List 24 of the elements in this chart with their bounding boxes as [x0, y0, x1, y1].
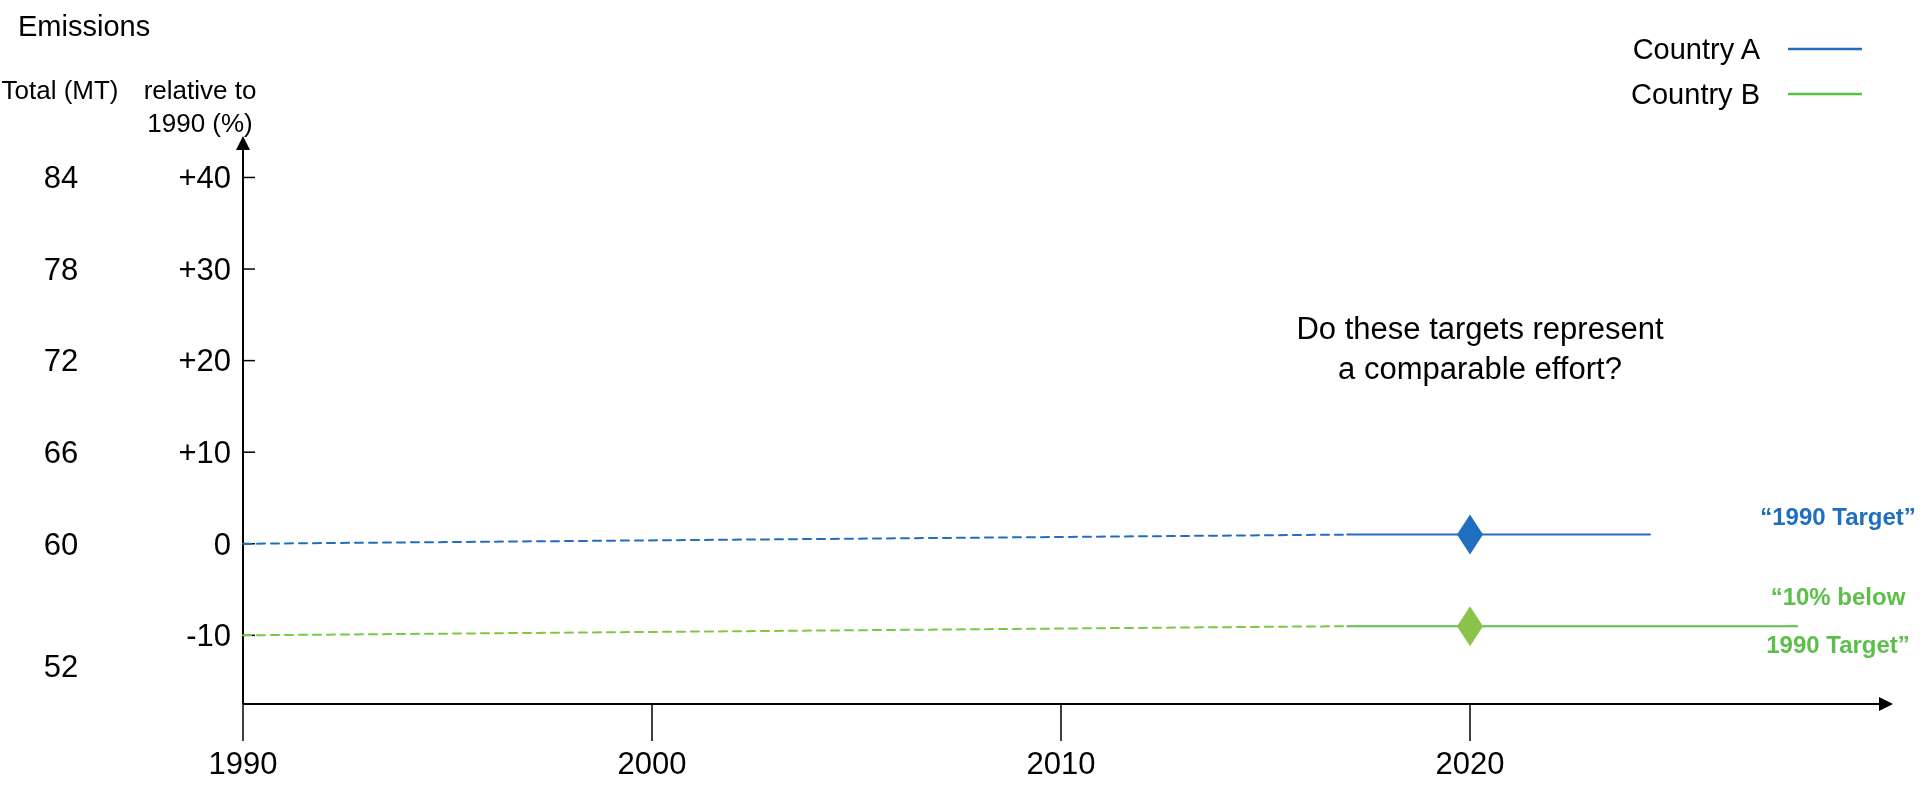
legend-label: Country B — [1631, 78, 1760, 111]
annotation: “10% below 1990 Target” — [1766, 582, 1910, 658]
y-tick-label: 0 — [213, 526, 231, 562]
annotation: “1990 Target” — [1760, 503, 1916, 530]
y2-tick-label: 52 — [43, 648, 79, 684]
y-tick-label: +40 — [178, 160, 231, 196]
y-tick-label: +10 — [178, 435, 231, 471]
chart-title: Emissions — [18, 10, 151, 42]
y2-tick-label: 78 — [43, 251, 79, 287]
y2-tick-label: 66 — [43, 435, 79, 471]
y-tick-label: +30 — [178, 251, 231, 287]
y-tick-label: -10 — [186, 618, 231, 654]
x-tick-label: 2020 — [1435, 746, 1505, 781]
x-tick-label: 2000 — [617, 746, 687, 781]
annotation: Do these targets represent a comparable effort? — [1296, 311, 1664, 386]
y-tick-label: +20 — [178, 343, 231, 379]
legend-label: Country A — [1632, 33, 1761, 66]
y2-axis-title: Total (MT) — [1, 75, 119, 105]
y-axis-title: relative to 1990 (%) — [143, 75, 257, 138]
y2-tick-label: 72 — [43, 343, 79, 379]
y2-tick-label: 84 — [43, 160, 79, 196]
x-tick-label: 1990 — [208, 746, 278, 781]
y2-tick-label: 60 — [43, 526, 79, 562]
x-tick-label: 2010 — [1026, 746, 1096, 781]
